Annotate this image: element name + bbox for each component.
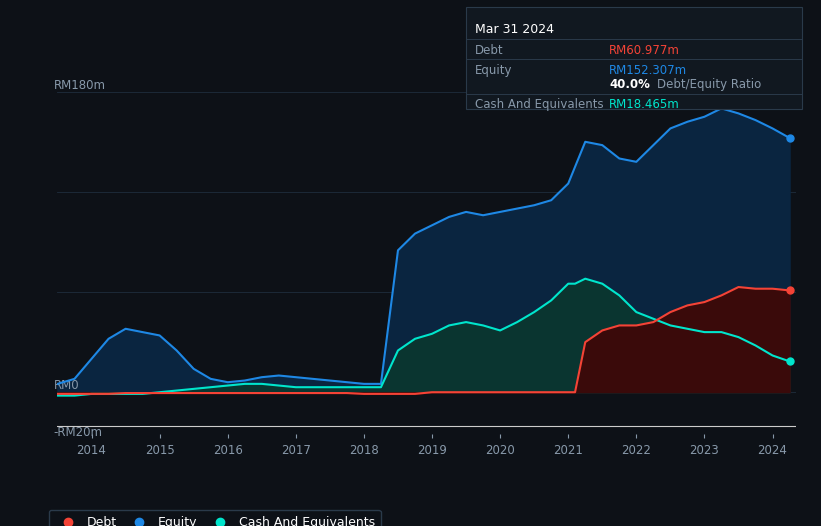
Text: Debt/Equity Ratio: Debt/Equity Ratio <box>657 78 761 92</box>
Text: RM60.977m: RM60.977m <box>609 44 680 57</box>
Text: 40.0%: 40.0% <box>609 78 650 92</box>
Text: Equity: Equity <box>475 64 513 77</box>
Text: RM180m: RM180m <box>54 79 106 92</box>
Text: -RM20m: -RM20m <box>54 426 103 439</box>
Text: RM0: RM0 <box>54 379 80 392</box>
Legend: Debt, Equity, Cash And Equivalents: Debt, Equity, Cash And Equivalents <box>49 510 381 526</box>
Text: Cash And Equivalents: Cash And Equivalents <box>475 98 604 112</box>
Text: RM152.307m: RM152.307m <box>609 64 687 77</box>
Text: RM18.465m: RM18.465m <box>609 98 680 112</box>
Text: Debt: Debt <box>475 44 504 57</box>
Text: Mar 31 2024: Mar 31 2024 <box>475 23 554 36</box>
